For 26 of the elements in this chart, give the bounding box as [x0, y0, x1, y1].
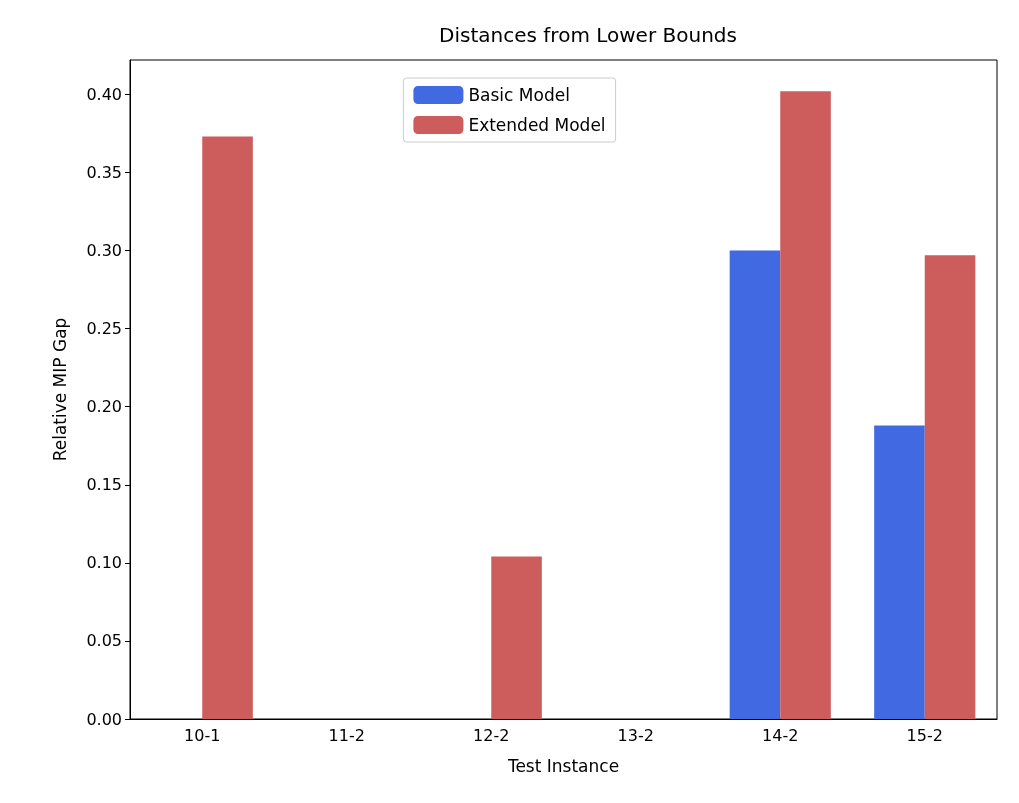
y-tick-label: 0.10 — [86, 553, 122, 573]
bar — [729, 250, 781, 719]
legend-label: Extended Model — [468, 115, 606, 135]
y-tick-label: 0.30 — [86, 241, 122, 261]
y-axis-title: Relative MIP Gap — [49, 317, 70, 462]
y-tick-label: 0.40 — [86, 84, 122, 104]
x-tick-label: 14-2 — [762, 725, 799, 745]
y-tick-label: 0.20 — [86, 397, 122, 417]
x-axis-title: Test Instance — [506, 755, 620, 776]
y-tick-label: 0.25 — [86, 319, 122, 339]
bar — [874, 425, 925, 719]
bar — [202, 136, 253, 719]
y-tick-label: 0.35 — [86, 162, 122, 182]
chart-title: Distances from Lower Bounds — [439, 23, 737, 47]
bar — [780, 91, 831, 719]
y-tick-label: 0.00 — [86, 709, 122, 729]
x-tick-label: 15-2 — [906, 725, 943, 745]
legend-label: Basic Model — [468, 85, 570, 105]
x-tick-label: 12-2 — [473, 725, 510, 745]
bar — [491, 556, 542, 719]
y-tick-label: 0.05 — [86, 631, 122, 651]
x-tick-label: 13-2 — [617, 725, 654, 745]
x-tick-label: 10-1 — [184, 725, 221, 745]
x-tick-label: 11-2 — [328, 725, 365, 745]
bar — [924, 255, 976, 719]
y-tick-label: 0.15 — [86, 475, 122, 495]
